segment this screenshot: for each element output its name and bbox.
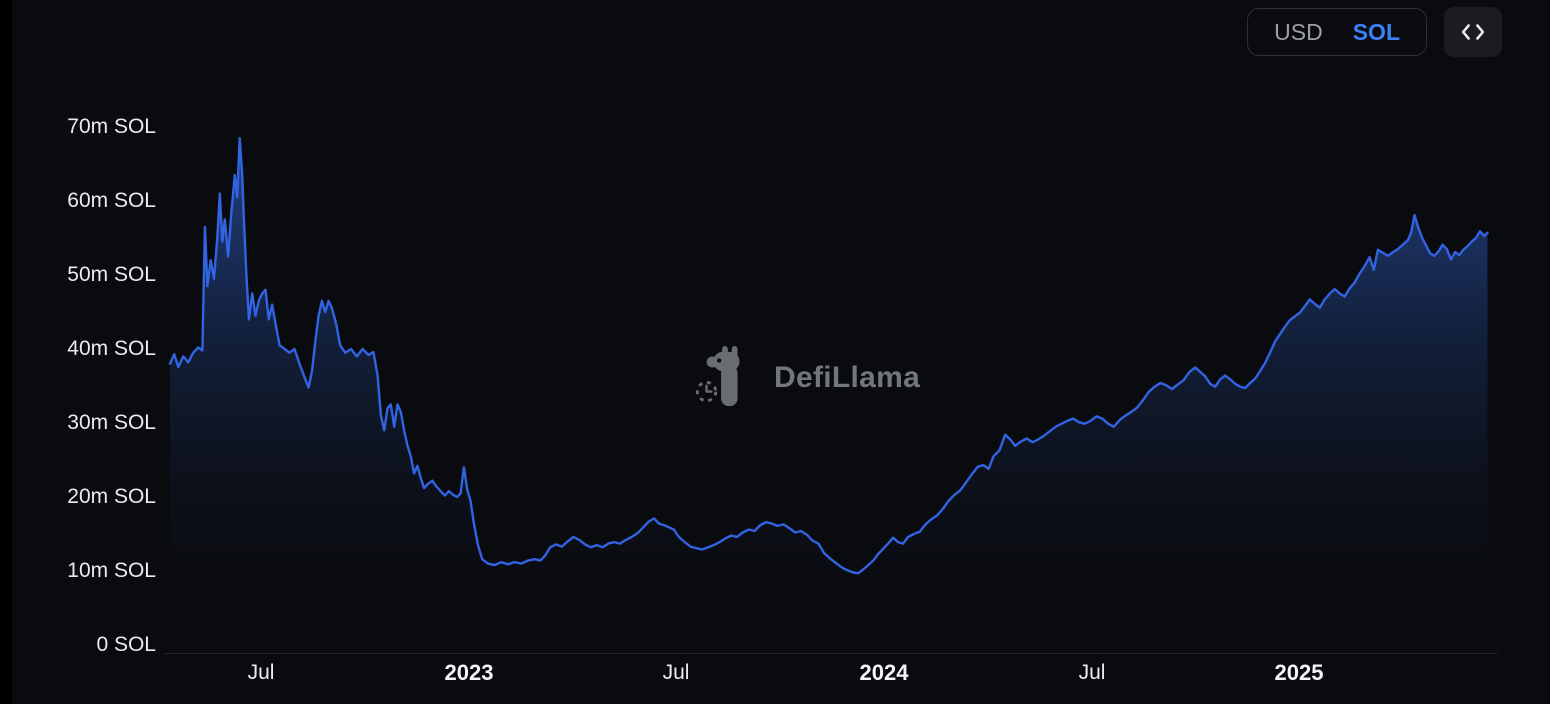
- x-axis-line: [164, 653, 1498, 654]
- embed-chart-button[interactable]: [1444, 7, 1502, 57]
- code-embed-icon: [1461, 24, 1485, 40]
- currency-option-usd[interactable]: USD: [1274, 18, 1323, 45]
- left-edge-strip: [0, 0, 12, 704]
- currency-toggle: USD SOL: [1247, 8, 1427, 56]
- tvl-line-series: [168, 136, 1489, 575]
- tvl-area-fill: [170, 138, 1488, 645]
- currency-option-sol[interactable]: SOL: [1352, 18, 1400, 45]
